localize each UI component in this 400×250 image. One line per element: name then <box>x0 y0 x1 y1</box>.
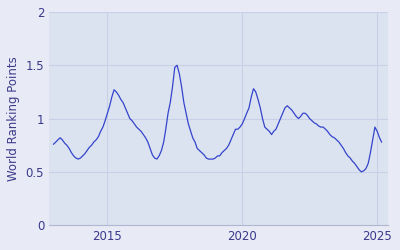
Y-axis label: World Ranking Points: World Ranking Points <box>7 56 20 181</box>
